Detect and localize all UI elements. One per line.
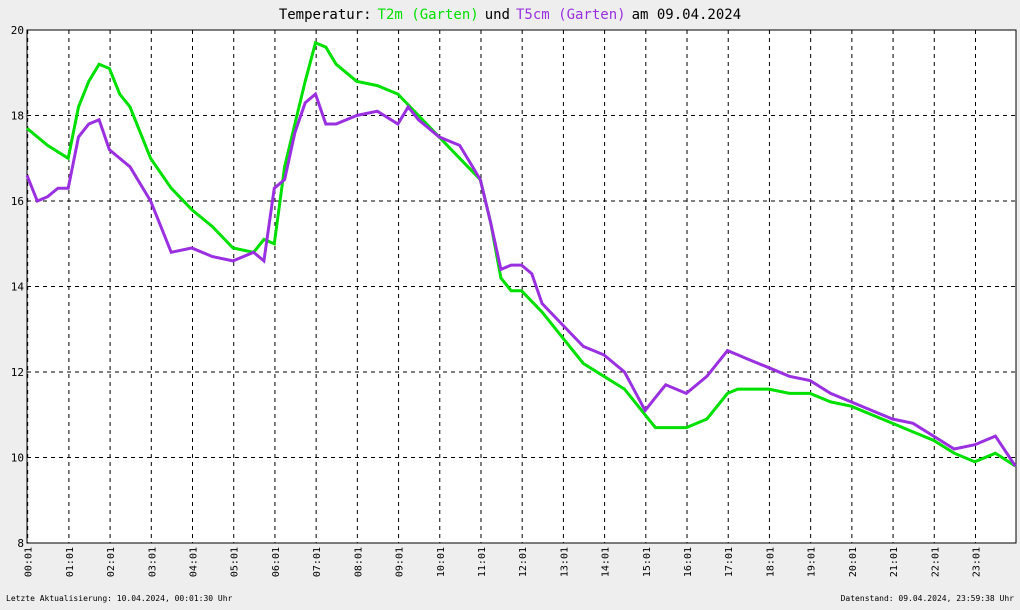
- title-part: am 09.04.2024: [632, 7, 742, 23]
- legend-entry: T2m (Garten): [378, 7, 479, 23]
- x-tick-label: 18:01: [765, 547, 776, 577]
- y-tick-label: 8: [17, 537, 24, 550]
- x-tick-label: 04:01: [189, 547, 200, 577]
- x-tick-label: 09:01: [395, 547, 406, 577]
- x-tick-label: 00:01: [24, 547, 35, 577]
- x-tick-label: 17:01: [724, 547, 735, 577]
- x-tick-label: 08:01: [353, 547, 364, 577]
- x-tick-label: 22:01: [930, 547, 941, 577]
- y-tick-label: 10: [11, 452, 24, 465]
- x-tick-label: 20:01: [848, 547, 859, 577]
- y-tick-label: 14: [11, 281, 25, 294]
- plot-border: [26, 29, 1017, 544]
- x-tick-label: 11:01: [477, 547, 488, 577]
- title-part: Temperatur:: [279, 7, 372, 23]
- x-tick-label: 12:01: [518, 547, 529, 577]
- footer-right: Datenstand: 09.04.2024, 23:59:38 Uhr: [841, 594, 1015, 603]
- x-tick-label: 15:01: [642, 547, 653, 577]
- title-part: und: [485, 7, 510, 23]
- y-tick-label: 12: [11, 366, 24, 379]
- x-tick-label: 13:01: [559, 547, 570, 577]
- x-tick-label: 10:01: [436, 547, 447, 577]
- x-tick-label: 06:01: [271, 547, 282, 577]
- x-tick-label: 23:01: [971, 547, 982, 577]
- x-tick-label: 07:01: [312, 547, 323, 577]
- x-tick-label: 01:01: [65, 547, 76, 577]
- x-tick-label: 02:01: [106, 547, 117, 577]
- y-tick-label: 20: [11, 24, 24, 37]
- x-tick-label: 05:01: [230, 547, 241, 577]
- x-tick-label: 21:01: [889, 547, 900, 577]
- x-tick-label: 03:01: [147, 547, 158, 577]
- x-tick-label: 19:01: [807, 547, 818, 577]
- series-line: [25, 91, 1017, 467]
- chart-title: Temperatur: T2m (Garten) und T5cm (Garten) a…: [279, 7, 741, 23]
- y-tick-label: 18: [11, 110, 24, 123]
- x-tick-label: 16:01: [683, 547, 694, 577]
- y-tick-label: 16: [11, 195, 24, 208]
- x-tick-label: 14:01: [601, 547, 612, 577]
- legend-entry: T5cm (Garten): [516, 7, 626, 23]
- footer-left: Letzte Aktualisierung: 10.04.2024, 00:01…: [6, 594, 233, 603]
